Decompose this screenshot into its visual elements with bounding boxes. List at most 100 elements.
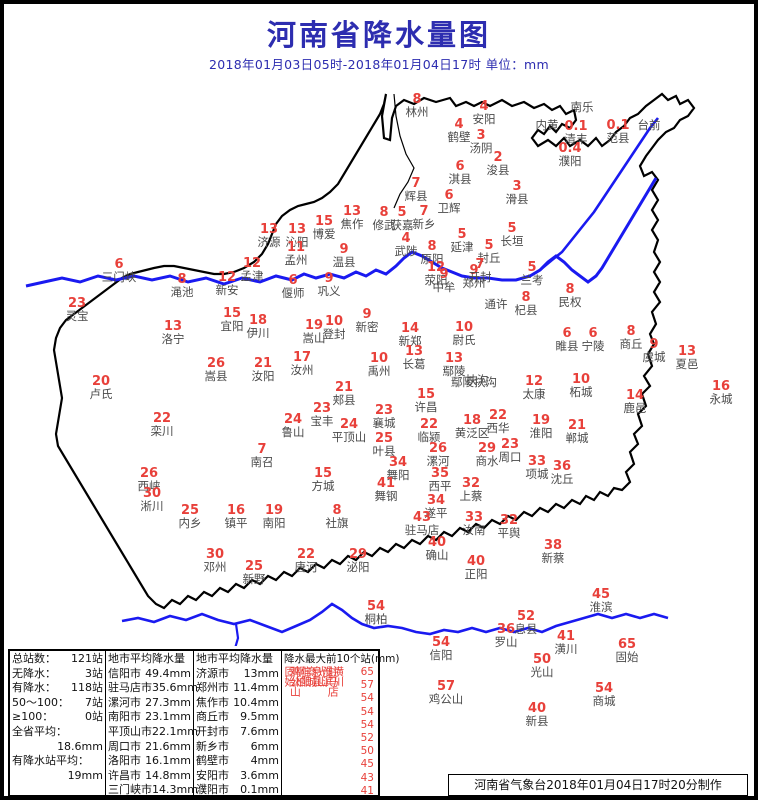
city-avg-left-value: 14.3mm bbox=[152, 783, 198, 797]
station-marker: 4 鹤壁 bbox=[448, 117, 471, 143]
station-value: 4 bbox=[479, 99, 489, 114]
top10-values: 65 57 54 54 54 52 50 45 43 41 bbox=[340, 666, 374, 797]
top10-station-name: 鸡公山 bbox=[288, 666, 302, 696]
station-name: 灵宝 bbox=[65, 309, 89, 323]
station-name: 清丰 bbox=[564, 132, 588, 146]
station-marker: 26 漯河 bbox=[427, 442, 450, 467]
station-name: 民权 bbox=[558, 295, 582, 309]
station-name: 商水 bbox=[475, 454, 499, 468]
station-marker: 4 武陟 bbox=[395, 232, 418, 257]
station-value: 9 bbox=[469, 263, 479, 278]
legend-city-avg-left-column: 地市平均降水量 信阳市 49.4mm 驻马店市 35.6mm 漯河市 27.3mm 南阳市 2… bbox=[106, 651, 198, 796]
station-marker: 54 桐柏 bbox=[364, 600, 388, 626]
top10-body: 固始 鸡公山 桐柏 信阳 商城 息县 光山 淮滨 驻马店 潢川 65 57 54 54 54 52 50 45 4… bbox=[283, 666, 376, 797]
station-name: 宝丰 bbox=[310, 414, 334, 428]
top10-station-value: 57 bbox=[360, 679, 374, 692]
station-value: 33 bbox=[527, 454, 547, 469]
station-marker: 40 正阳 bbox=[464, 555, 488, 581]
station-name: 正阳 bbox=[464, 567, 488, 581]
station-marker: 34 遂平 bbox=[425, 493, 448, 519]
top10-station-name: 固始 bbox=[283, 666, 296, 686]
station-value: 9 bbox=[362, 307, 372, 322]
station-value: 13 bbox=[342, 204, 362, 219]
station-name: 商丘 bbox=[619, 337, 643, 351]
station-marker: 10 禹州 bbox=[368, 352, 391, 377]
station-marker: 57 鸡公山 bbox=[429, 680, 464, 705]
station-marker: 7 辉县 bbox=[404, 177, 428, 203]
tributary bbox=[234, 623, 240, 646]
station-value: 40 bbox=[427, 535, 447, 550]
station-marker: 8 社旗 bbox=[326, 504, 349, 529]
legend-summary-value: 7站 bbox=[85, 695, 103, 709]
station-marker: 24 鲁山 bbox=[282, 413, 305, 438]
station-name: 虞城 bbox=[642, 350, 666, 364]
city-avg-left-value: 35.6mm bbox=[152, 681, 198, 695]
credit-line: 河南省气象台2018年01月04日17时20分制作 bbox=[448, 774, 748, 796]
city-avg-right-value: 11.4mm bbox=[233, 681, 279, 695]
station-marker: 11 孟州 bbox=[285, 240, 308, 266]
city-avg-left-row: 驻马店市 35.6mm bbox=[108, 681, 198, 696]
station-marker: 12 太康 bbox=[523, 375, 546, 400]
station-name: 林州 bbox=[405, 105, 429, 119]
station-marker: 3 汤阴 bbox=[470, 129, 493, 154]
station-name: 巩义 bbox=[317, 284, 341, 298]
station-name: 伊川 bbox=[246, 326, 270, 340]
station-marker: 15 宜阳 bbox=[221, 307, 244, 332]
station-value: 0.4 bbox=[558, 141, 582, 156]
station-marker: 32 平舆 bbox=[498, 514, 521, 539]
station-value: 35 bbox=[430, 466, 450, 481]
station-marker: 7 南召 bbox=[251, 443, 274, 468]
station-value: 29 bbox=[348, 547, 368, 562]
city-avg-right-label: 鹤壁市 bbox=[196, 754, 229, 768]
station-name: 汝南 bbox=[462, 523, 486, 537]
station-value: 13 bbox=[163, 319, 183, 334]
station-name: 西平 bbox=[428, 479, 452, 493]
station-name: 登封 bbox=[322, 327, 346, 341]
station-value: 34 bbox=[426, 493, 446, 508]
city-avg-left-row: 许昌市 14.8mm bbox=[108, 769, 191, 784]
station-marker: 12 新安 bbox=[216, 271, 239, 296]
top10-station-name: 驻马店 bbox=[326, 666, 340, 696]
station-name: 台前 bbox=[637, 118, 661, 132]
page-title: 河南省降水量图 bbox=[266, 18, 491, 52]
station-marker: 9 新密 bbox=[356, 307, 379, 333]
station-value: 8 bbox=[177, 272, 187, 287]
station-name: 鹿邑 bbox=[623, 401, 647, 415]
city-avg-right-label: 商丘市 bbox=[196, 710, 229, 724]
station-marker: 23 襄城 bbox=[373, 404, 396, 429]
station-value: 4 bbox=[454, 117, 464, 132]
station-marker: 8 林州 bbox=[405, 93, 429, 119]
station-name: 辉县 bbox=[404, 189, 428, 203]
station-marker: 6 宁陵 bbox=[582, 327, 605, 352]
station-marker: 10 尉氏 bbox=[453, 321, 476, 346]
city-avg-right-row: 鹤壁市 4mm bbox=[196, 754, 279, 769]
station-value: 23 bbox=[312, 401, 332, 416]
station-name: 嵩县 bbox=[204, 369, 228, 383]
station-value: 33 bbox=[464, 510, 484, 525]
legend-summary-label: 50～100： bbox=[12, 695, 69, 709]
station-name: 孟津 bbox=[240, 269, 264, 283]
station-value: 25 bbox=[180, 503, 200, 518]
station-value: 11 bbox=[286, 240, 306, 255]
station-marker: 14 新郑 bbox=[399, 322, 422, 347]
yellow-river bbox=[25, 177, 658, 288]
station-value: 8 bbox=[626, 324, 636, 339]
station-marker: 15 许昌 bbox=[414, 388, 438, 414]
rain-station-avg-label: 有降水站平均： bbox=[12, 754, 89, 768]
station-name: 许昌 bbox=[414, 400, 438, 414]
station-value: 6 bbox=[114, 257, 124, 272]
city-avg-left-value: 16.1mm bbox=[145, 754, 191, 768]
station-name: 淅川 bbox=[140, 499, 164, 513]
station-value: 18 bbox=[462, 413, 482, 428]
top10-station-name: 光山 bbox=[315, 666, 329, 686]
station-name: 鄢陵扶沟 bbox=[451, 375, 497, 389]
legend-top10-column: 降水最大前10个站(mm) 固始 鸡公山 桐柏 信阳 商城 息县 光山 淮滨 驻马店 潢川 65 5… bbox=[282, 651, 400, 797]
station-value: 10 bbox=[324, 314, 344, 329]
station-name: 郸城 bbox=[565, 431, 589, 445]
station-name: 桐柏 bbox=[364, 612, 388, 626]
top10-station-value: 41 bbox=[360, 784, 374, 797]
station-marker: 41 潢川 bbox=[555, 630, 578, 655]
station-value: 34 bbox=[388, 455, 408, 470]
station-marker: 3 滑县 bbox=[506, 180, 529, 205]
station-marker: 台前 bbox=[638, 119, 661, 131]
